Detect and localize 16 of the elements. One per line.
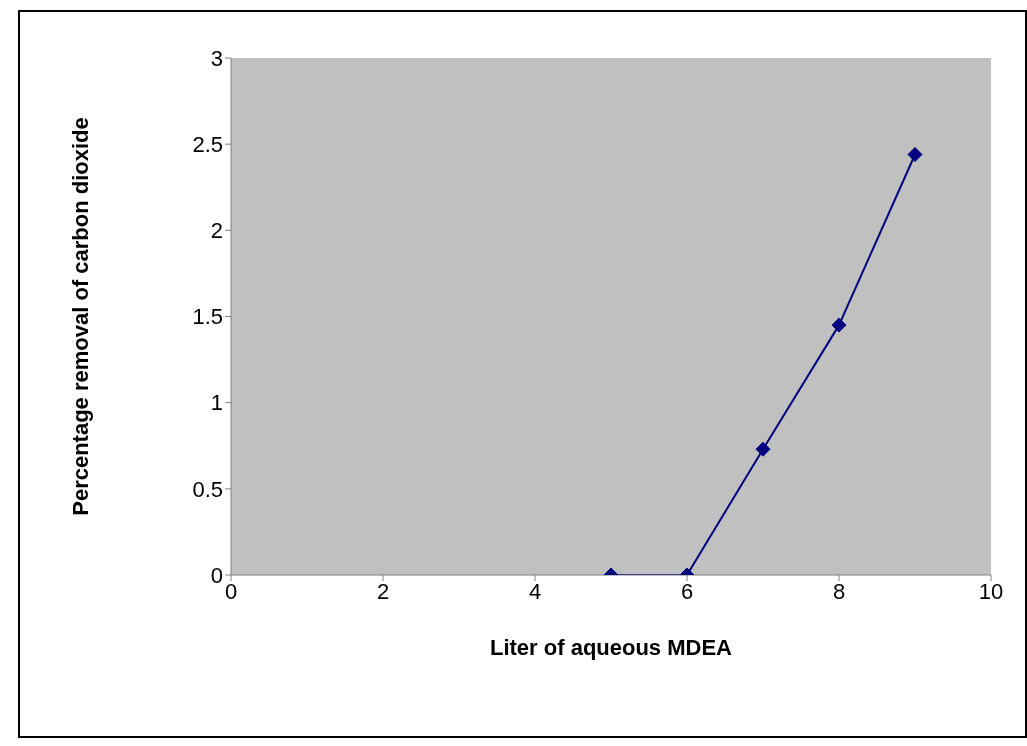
- point: [831, 317, 847, 333]
- x-tick-label: 8: [832, 578, 846, 604]
- y-axis-title: Percentage removal of carbon dioxide: [67, 117, 93, 516]
- point: [907, 147, 923, 163]
- x-tick-label: 6: [680, 578, 694, 604]
- y-tick-label: 0: [210, 562, 223, 588]
- y-tick-label: 3: [210, 45, 223, 71]
- y-tick-label: 2.5: [192, 131, 223, 157]
- x-tick-label: 2: [376, 578, 390, 604]
- y-tick-label: 2: [210, 218, 223, 244]
- y-tick-label: 0.5: [192, 476, 223, 502]
- y-tick-label: 1.5: [192, 304, 223, 330]
- x-tick-label: 4: [528, 578, 542, 604]
- y-tick-label: 1: [210, 390, 223, 416]
- x-axis-title: Liter of aqueous MDEA: [489, 635, 733, 660]
- x-tick-label: 10: [978, 578, 1004, 604]
